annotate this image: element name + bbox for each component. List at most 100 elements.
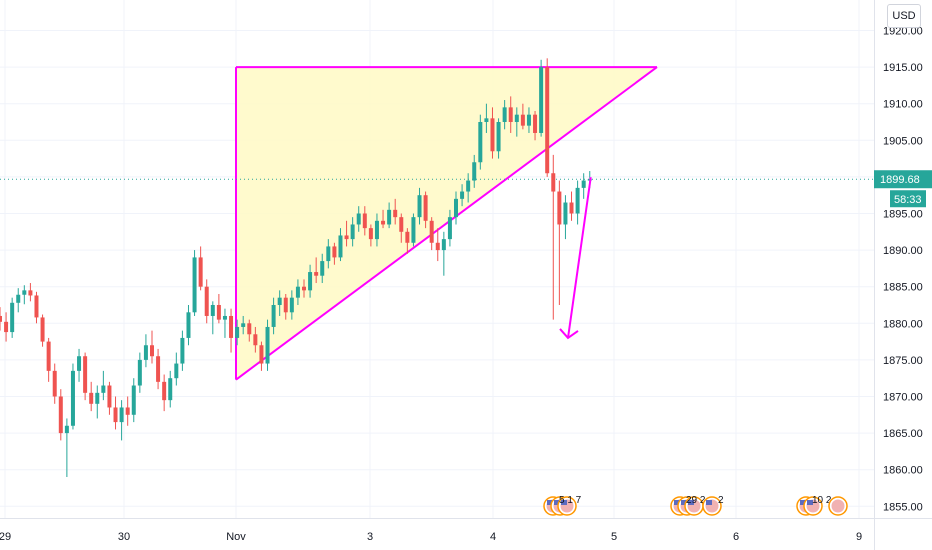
candle-body <box>338 235 343 258</box>
candle-body <box>526 114 531 126</box>
current-price-box <box>874 170 932 189</box>
support-trendline[interactable] <box>235 66 658 381</box>
candle <box>77 348 82 382</box>
candle-body <box>52 370 57 397</box>
time-axis[interactable]: 29 30 Nov 3 4 5 6 9 <box>0 531 862 543</box>
time-tick-label: 9 <box>856 531 862 543</box>
candle-body <box>551 173 556 192</box>
candle-body <box>277 297 282 305</box>
breakdown-arrow[interactable] <box>559 177 592 340</box>
candle-body <box>210 304 215 316</box>
currency-button[interactable]: USD <box>887 4 921 28</box>
event-marker-label: 29 2 <box>686 495 706 506</box>
candle-body <box>77 356 82 371</box>
candle-body <box>40 317 45 342</box>
candle-body <box>131 385 136 415</box>
candle-body <box>143 345 148 360</box>
candle-body <box>405 231 410 243</box>
candle <box>381 209 386 229</box>
candle <box>180 330 185 371</box>
candle <box>16 288 21 313</box>
candle <box>356 206 361 232</box>
candle-body <box>70 370 75 426</box>
candle-body <box>472 162 477 181</box>
candle <box>253 326 258 353</box>
candle-body <box>502 107 507 122</box>
candle-body <box>253 334 258 346</box>
event-marker[interactable]: 5 1 7 <box>543 495 582 516</box>
candle <box>10 297 15 338</box>
candle-body <box>107 385 112 408</box>
price-tick-label: 1885.00 <box>883 282 923 294</box>
candle-body <box>308 272 313 291</box>
price-tick-label: 1860.00 <box>883 465 923 477</box>
candle <box>289 290 294 320</box>
candle <box>399 213 404 243</box>
candle <box>563 195 568 240</box>
candle <box>575 180 580 225</box>
event-marker[interactable]: 2 <box>702 495 724 516</box>
candle-body <box>563 202 568 225</box>
candle <box>569 191 574 221</box>
candle-body <box>247 323 252 335</box>
candle-body <box>374 220 379 240</box>
time-tick-label: 3 <box>367 531 373 543</box>
candle-body <box>16 294 21 303</box>
candle <box>277 290 282 316</box>
economic-events[interactable]: 5 1 7 29 2 2 10 2 <box>543 495 848 516</box>
candle-body <box>417 195 422 218</box>
candle-body <box>344 235 349 240</box>
candle-body <box>216 304 221 320</box>
event-marker[interactable]: 29 2 <box>670 495 706 516</box>
candle <box>411 213 416 247</box>
time-tick-label: Nov <box>226 531 246 543</box>
arrow-shaft <box>567 177 592 339</box>
time-tick-label: 6 <box>733 531 739 543</box>
candle <box>259 341 264 371</box>
candle <box>393 198 398 225</box>
candle <box>192 250 197 316</box>
price-tick-label: 1895.00 <box>883 208 923 220</box>
candle <box>22 285 27 305</box>
candle-body <box>241 323 246 327</box>
price-axis[interactable]: 1920.00 1915.00 1910.00 1905.00 1895.00 1890.… <box>883 25 923 513</box>
candle <box>387 202 392 229</box>
candle <box>28 283 33 302</box>
candle <box>143 334 148 368</box>
flag-canton <box>674 500 680 505</box>
ascending-triangle-drawing[interactable] <box>235 66 658 381</box>
candle <box>496 118 501 159</box>
candle <box>344 220 349 247</box>
candle-body <box>533 114 538 133</box>
price-tick-label: 1855.00 <box>883 501 923 513</box>
candle-body <box>137 359 142 386</box>
candle <box>539 59 544 137</box>
candle <box>441 231 446 276</box>
flag-fill <box>831 499 845 513</box>
candle <box>265 319 270 371</box>
candle-body <box>198 257 203 287</box>
candle <box>502 100 507 130</box>
event-marker-label: 5 1 7 <box>559 495 582 506</box>
candle <box>40 314 45 347</box>
candle <box>484 103 489 133</box>
candle-body <box>295 286 300 298</box>
price-tick-label: 1880.00 <box>883 318 923 330</box>
candle <box>107 381 112 415</box>
event-marker-label: 10 2 <box>812 495 832 506</box>
candle-body <box>393 209 398 218</box>
candle <box>302 279 306 298</box>
candle-body <box>381 220 386 225</box>
candle-body <box>429 220 434 243</box>
price-tick-label: 1910.00 <box>883 99 923 111</box>
candle-body <box>490 118 495 152</box>
candle-body <box>508 107 513 122</box>
candle <box>150 330 154 364</box>
price-tick-label: 1915.00 <box>883 62 923 74</box>
candle-body <box>0 315 2 322</box>
candle <box>338 228 343 262</box>
flag-canton <box>706 500 712 505</box>
event-marker[interactable]: 10 2 <box>796 495 832 516</box>
